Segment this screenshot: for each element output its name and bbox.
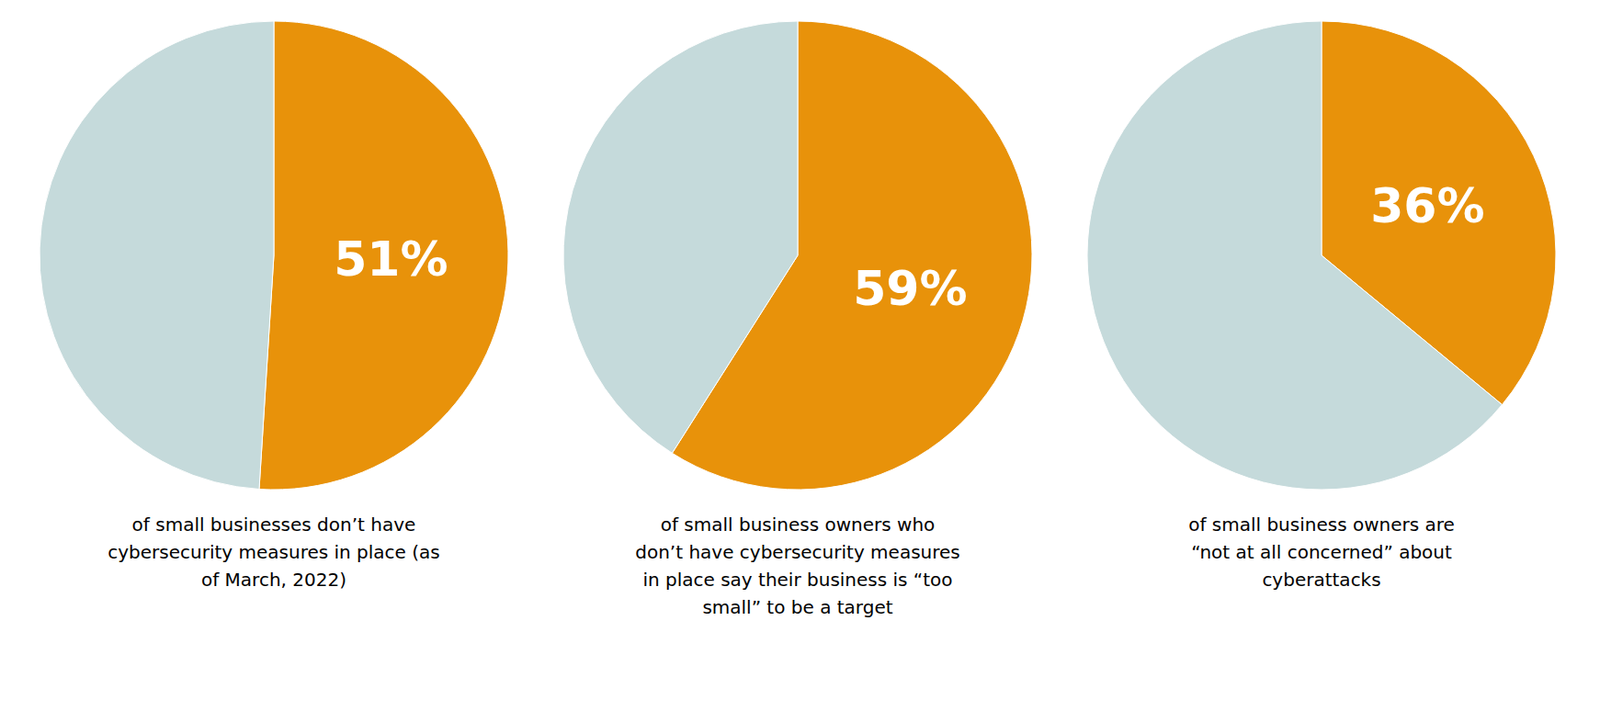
html-text:of small business owners who d: of small business owners who don’t have … bbox=[635, 513, 961, 619]
html-text:of small businesses don’t have: of small businesses don’t have cybersecu… bbox=[107, 513, 441, 591]
svg-text:51%: 51% bbox=[333, 231, 448, 287]
svg-text:36%: 36% bbox=[1370, 178, 1485, 234]
svg-text:59%: 59% bbox=[852, 260, 967, 317]
html-text:of small business owners are “: of small business owners are “not at all… bbox=[1188, 513, 1455, 591]
